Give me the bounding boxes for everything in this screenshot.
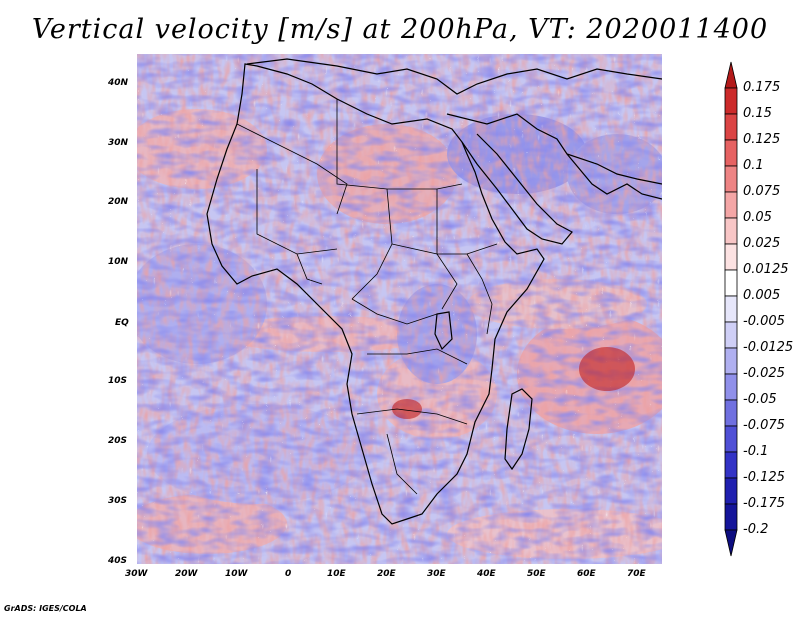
africa-outline bbox=[206, 63, 545, 525]
lat-label: 40N bbox=[108, 78, 129, 88]
colorbar-cell bbox=[724, 399, 738, 427]
colorbar-tick-label: -0.005 bbox=[743, 314, 785, 329]
colorbar-cell bbox=[724, 139, 738, 167]
map-plot-area bbox=[127, 54, 687, 564]
lon-label: 70E bbox=[627, 569, 646, 579]
colorbar-cell bbox=[724, 269, 738, 297]
colorbar-tick-label: 0.125 bbox=[743, 132, 781, 147]
colorbar-tick-label: -0.2 bbox=[743, 522, 769, 537]
lake-victoria bbox=[434, 311, 453, 351]
colorbar-cell bbox=[724, 373, 738, 401]
lon-label: 10W bbox=[225, 569, 248, 579]
colorbar-tick-label: 0.0125 bbox=[743, 262, 789, 277]
coastlines bbox=[206, 58, 663, 525]
colorbar-cell bbox=[724, 217, 738, 245]
lat-label: 30S bbox=[108, 496, 128, 506]
colorbar-tick-label: 0.15 bbox=[743, 106, 772, 121]
colorbar-tick-label: -0.075 bbox=[743, 418, 785, 433]
colorbar-cell bbox=[724, 425, 738, 453]
colorbar-cell bbox=[724, 347, 738, 375]
lat-label: 20S bbox=[108, 436, 128, 446]
colorbar-tick-label: 0.175 bbox=[743, 80, 781, 95]
colorbar-cell bbox=[724, 477, 738, 505]
field-texture-white bbox=[137, 54, 662, 564]
lat-label: 40S bbox=[108, 556, 128, 566]
country-borders bbox=[236, 99, 498, 495]
colorbar-cell bbox=[724, 165, 738, 193]
mediterranean-europe-coast bbox=[246, 58, 663, 95]
lon-label: 50E bbox=[527, 569, 546, 579]
colorbar-tick-label: -0.025 bbox=[743, 366, 785, 381]
lon-label: 40E bbox=[477, 569, 496, 579]
colorbar-cell bbox=[724, 113, 738, 141]
lon-label: 60E bbox=[577, 569, 596, 579]
colorbar-tick-label: 0.075 bbox=[743, 184, 781, 199]
madagascar-outline bbox=[504, 388, 533, 471]
lat-label: 20N bbox=[108, 197, 129, 207]
lon-label: 30W bbox=[125, 569, 148, 579]
lon-label: 10E bbox=[327, 569, 346, 579]
colorbar-cell bbox=[724, 503, 738, 531]
colorbar bbox=[724, 61, 738, 557]
velocity-field-map bbox=[127, 54, 687, 564]
lat-label: EQ bbox=[115, 318, 129, 328]
colorbar-tick-label: -0.1 bbox=[743, 444, 769, 459]
colorbar-tick-label: -0.175 bbox=[743, 496, 785, 511]
lat-label: 10S bbox=[108, 376, 128, 386]
grads-credit: GrADS: IGES/COLA bbox=[4, 604, 87, 613]
lon-label: 30E bbox=[427, 569, 446, 579]
colorbar-cell bbox=[724, 243, 738, 271]
colorbar-tick-label: -0.05 bbox=[743, 392, 777, 407]
colorbar-tick-label: -0.0125 bbox=[743, 340, 794, 355]
lat-label: 10N bbox=[108, 257, 129, 267]
colorbar-tick-label: 0.005 bbox=[743, 288, 781, 303]
lon-label: 20E bbox=[377, 569, 396, 579]
colorbar-cell bbox=[724, 191, 738, 219]
colorbar-cell bbox=[724, 295, 738, 323]
lat-label: 30N bbox=[108, 138, 129, 148]
colorbar-tick-label: 0.025 bbox=[743, 236, 781, 251]
colorbar-tick-label: 0.1 bbox=[743, 158, 764, 173]
lon-label: 0 bbox=[285, 569, 292, 579]
colorbar-cell bbox=[724, 529, 738, 557]
colorbar-cell bbox=[724, 321, 738, 349]
persian-gulf-coast bbox=[566, 153, 663, 200]
strong-ascent-patch bbox=[392, 347, 635, 419]
colorbar-cell bbox=[724, 61, 738, 89]
colorbar-tick-label: -0.125 bbox=[743, 470, 785, 485]
lon-label: 20W bbox=[175, 569, 198, 579]
red-sea-arabia-coast bbox=[461, 133, 573, 245]
middle-east-coast bbox=[446, 113, 663, 185]
colorbar-cell bbox=[724, 451, 738, 479]
colorbar-tick-label: 0.05 bbox=[743, 210, 772, 225]
map-title: Vertical velocity [m/s] at 200hPa, VT: 2… bbox=[31, 14, 769, 45]
colorbar-cell bbox=[724, 87, 738, 115]
